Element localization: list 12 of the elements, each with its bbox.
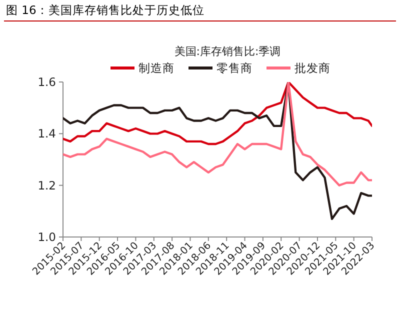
y-tick-label: 1.2 [38,178,56,192]
y-tick-label: 1.6 [38,75,56,89]
legend-label: 批发商 [294,61,330,75]
chart-subtitle: 美国:库存销售比:季调 [174,45,281,58]
line-series [63,82,372,220]
chart-title: 图 16：美国库存销售比处于历史低位 [6,3,204,17]
line-series [63,82,372,146]
y-tick-label: 1.4 [38,126,56,141]
line-series [63,82,372,186]
legend-label: 零售商 [216,61,252,75]
y-tick-label: 1.0 [38,230,56,244]
legend-label: 制造商 [138,61,174,75]
